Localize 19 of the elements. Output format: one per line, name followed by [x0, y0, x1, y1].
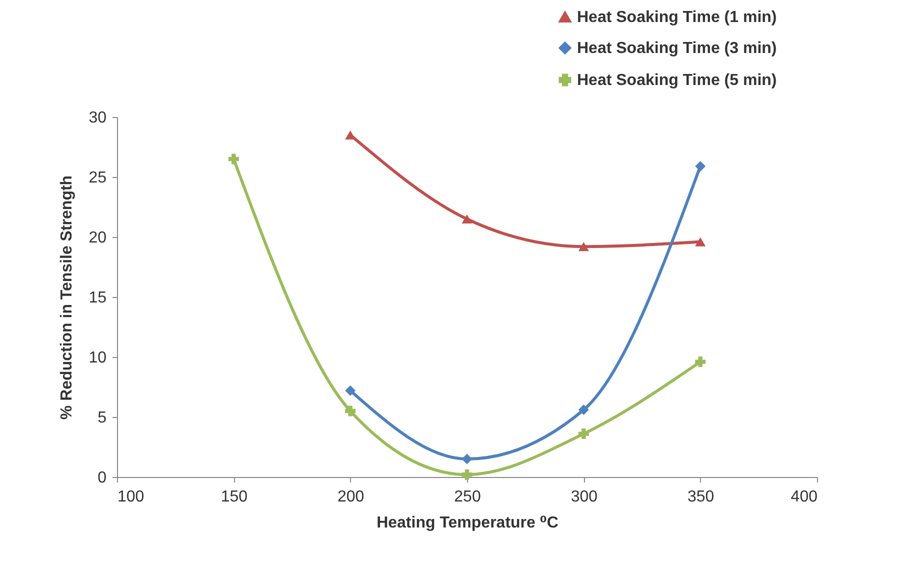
x-tick-label: 100 [118, 488, 144, 506]
x-tick-label: 350 [687, 488, 714, 506]
y-axis-title: % Reduction in Tensile Strength [58, 175, 76, 420]
y-tick-label: 0 [98, 470, 107, 486]
x-axis-title: Heating Temperature ⁰C [376, 514, 559, 532]
y-tick-label: 5 [98, 410, 107, 426]
y-tick-label: 20 [88, 230, 107, 246]
x-tick-label: 300 [570, 488, 598, 506]
y-tick-label: 30 [88, 110, 107, 126]
y-tick-label: 15 [88, 290, 107, 306]
x-tick-label: 150 [220, 488, 248, 506]
legend-label: Heat Soaking Time (3 min) [577, 40, 777, 57]
x-tick-label: 400 [790, 488, 818, 506]
legend-label: Heat Soaking Time (5 min) [577, 72, 777, 89]
x-tick-label: 200 [337, 488, 364, 506]
x-tick-label: 250 [454, 488, 481, 506]
y-tick-label: 25 [88, 170, 107, 186]
y-tick-label: 10 [88, 350, 107, 366]
legend-label: Heat Soaking Time (1 min) [577, 9, 777, 26]
